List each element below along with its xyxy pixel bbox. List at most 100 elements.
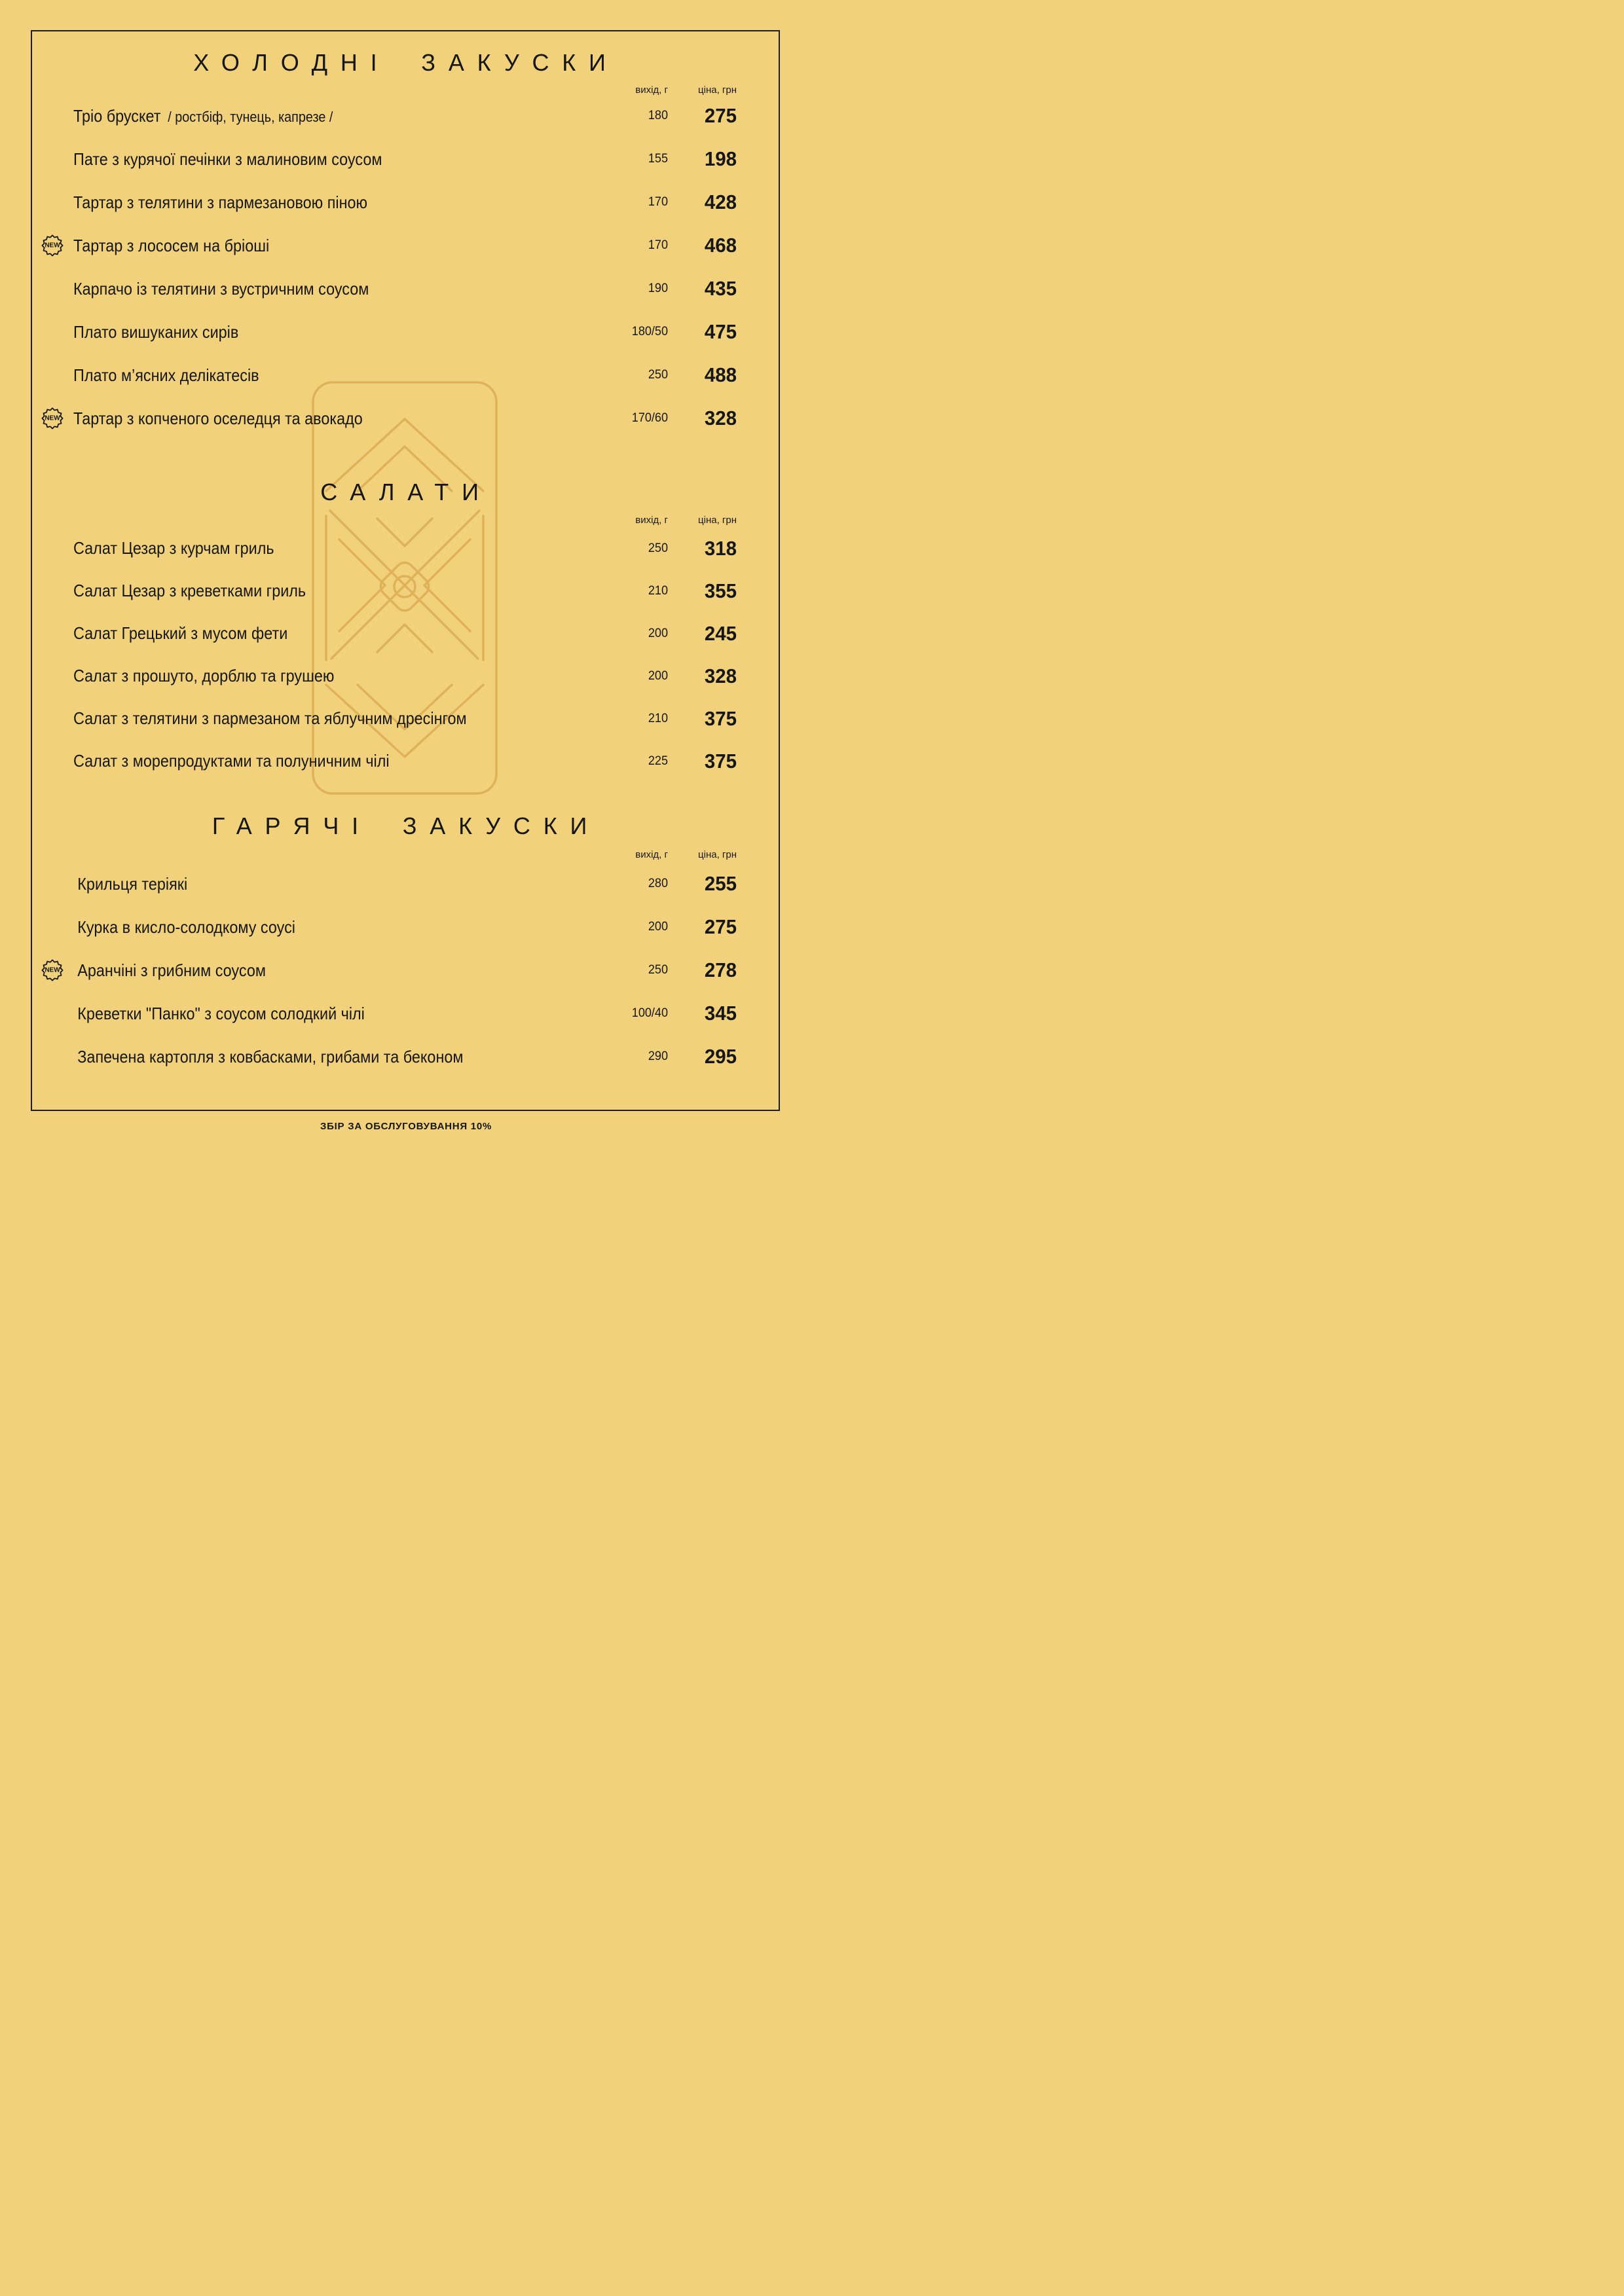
item-name-wrap: Запечена картопля з ковбасками, грибами … bbox=[73, 1048, 549, 1066]
column-header-price: ціна, грн bbox=[698, 515, 737, 526]
item-price: 375 bbox=[704, 749, 737, 773]
ornament-watermark bbox=[312, 381, 498, 795]
item-price: 475 bbox=[704, 320, 737, 343]
menu-item-row: Тартар з телятини з пармезановою піною 1… bbox=[73, 181, 737, 224]
item-weight: 210 bbox=[648, 583, 668, 598]
svg-text:NEW: NEW bbox=[45, 967, 60, 974]
item-name: Карпачо із телятини з вустричним соусом bbox=[73, 278, 369, 299]
item-name: Креветки "Панко" з соусом солодкий чілі bbox=[77, 1003, 365, 1023]
column-header-weight: вихід, г bbox=[635, 515, 668, 526]
new-badge: NEW bbox=[41, 407, 64, 429]
item-price: 278 bbox=[704, 958, 737, 981]
item-price: 318 bbox=[704, 536, 737, 560]
item-weight: 200 bbox=[648, 920, 668, 934]
item-name-wrap: Тартар з лососем на бріоші bbox=[73, 236, 549, 255]
item-price: 328 bbox=[704, 407, 737, 429]
item-note: / ростбіф, тунець, капрезе / bbox=[168, 108, 333, 125]
item-name-wrap: Курка в кисло-солодкому соусі bbox=[73, 918, 549, 937]
item-price: 328 bbox=[704, 664, 737, 687]
item-price: 488 bbox=[704, 363, 737, 386]
item-name: Тартар з телятини з пармезановою піною bbox=[73, 192, 368, 212]
item-name-wrap: Крильця теріякі bbox=[73, 875, 549, 894]
menu-item-row: Пате з курячої печінки з малиновим соусо… bbox=[73, 137, 737, 181]
item-name: Плато м’ясних делікатесів bbox=[73, 365, 259, 385]
item-weight: 100/40 bbox=[631, 1006, 668, 1020]
item-price: 295 bbox=[704, 1045, 737, 1068]
column-header-price: ціна, грн bbox=[698, 84, 737, 96]
column-header-weight: вихід, г bbox=[635, 84, 668, 96]
item-weight: 280 bbox=[648, 877, 668, 890]
column-header-weight: вихід, г bbox=[635, 849, 668, 860]
item-price: 345 bbox=[704, 1002, 737, 1025]
item-name: Салат Цезар з курчам гриль bbox=[73, 538, 274, 558]
item-price: 375 bbox=[704, 706, 737, 730]
item-name: Пате з курячої печінки з малиновим соусо… bbox=[73, 149, 382, 169]
item-weight: 250 bbox=[648, 541, 668, 555]
new-seal-icon: NEW bbox=[41, 234, 64, 257]
item-weight: 210 bbox=[648, 711, 668, 725]
item-weight: 190 bbox=[648, 282, 668, 295]
item-weight: 250 bbox=[648, 368, 668, 382]
item-weight: 200 bbox=[648, 668, 668, 683]
service-charge-note: ЗБІР ЗА ОБСЛУГОВУВАННЯ 10% bbox=[320, 1121, 492, 1132]
item-price: 428 bbox=[704, 191, 737, 213]
item-weight: 250 bbox=[648, 963, 668, 977]
menu-page: ХОЛОДНІ ЗАКУСКИ вихід, г ціна, грн Тріо … bbox=[0, 0, 812, 1148]
item-price: 355 bbox=[704, 579, 737, 602]
item-price: 435 bbox=[704, 277, 737, 300]
item-name: Салат Цезар з креветками гриль bbox=[73, 581, 306, 601]
item-name-wrap: Тартар з телятини з пармезановою піною bbox=[73, 193, 549, 212]
item-name-wrap: Креветки "Панко" з соусом солодкий чілі bbox=[73, 1004, 549, 1023]
item-name-wrap: Плато вишуканих сирів bbox=[73, 323, 549, 342]
column-headers: вихід, г ціна, грн bbox=[73, 848, 737, 862]
item-weight: 155 bbox=[648, 152, 668, 166]
item-price: 198 bbox=[704, 147, 737, 170]
item-name: Тартар з лососем на бріоші bbox=[73, 235, 270, 255]
item-name: Салат з прошуто, дорблю та грушею bbox=[73, 666, 335, 686]
menu-item-row: Тріо брускет / ростбіф, тунець, капрезе … bbox=[73, 94, 737, 137]
new-seal-icon: NEW bbox=[41, 407, 64, 429]
menu-item-row: Запечена картопля з ковбасками, грибами … bbox=[73, 1035, 737, 1078]
item-price: 468 bbox=[704, 234, 737, 257]
item-name-wrap: Пате з курячої печінки з малиновим соусо… bbox=[73, 150, 549, 169]
new-badge: NEW bbox=[41, 959, 64, 981]
menu-item-row: NEW Тартар з лососем на бріоші 170 468 bbox=[41, 224, 737, 267]
new-seal-icon: NEW bbox=[41, 959, 64, 981]
item-name-wrap: Карпачо із телятини з вустричним соусом bbox=[73, 280, 549, 299]
item-weight: 290 bbox=[648, 1049, 668, 1063]
column-headers: вихід, г ціна, грн bbox=[73, 84, 737, 97]
item-price: 275 bbox=[704, 104, 737, 127]
item-name: Тріо брускет bbox=[73, 105, 161, 126]
svg-text:NEW: NEW bbox=[45, 415, 60, 422]
menu-item-row: Крильця теріякі 280 255 bbox=[73, 862, 737, 905]
item-price: 255 bbox=[704, 872, 737, 895]
item-name: Плато вишуканих сирів bbox=[73, 321, 239, 342]
item-name: Запечена картопля з ковбасками, грибами … bbox=[77, 1046, 464, 1066]
item-list: Крильця теріякі 280 255 Курка в кисло-со… bbox=[41, 862, 737, 1078]
menu-item-row: Креветки "Панко" з соусом солодкий чілі … bbox=[73, 992, 737, 1035]
item-name-wrap: Тріо брускет / ростбіф, тунець, капрезе … bbox=[73, 107, 549, 126]
new-badge: NEW bbox=[41, 234, 64, 257]
item-name: Курка в кисло-солодкому соусі bbox=[77, 917, 295, 937]
item-name-wrap: Аранчіні з грибним соусом bbox=[73, 961, 549, 980]
menu-item-row: NEW Аранчіні з грибним соусом 250 278 bbox=[41, 949, 737, 992]
item-name: Салат Грецький з мусом фети bbox=[73, 623, 288, 644]
item-weight: 200 bbox=[648, 626, 668, 640]
menu-item-row: Курка в кисло-солодкому соусі 200 275 bbox=[73, 905, 737, 949]
item-weight: 170/60 bbox=[631, 411, 668, 425]
menu-item-row: Карпачо із телятини з вустричним соусом … bbox=[73, 267, 737, 310]
column-header-price: ціна, грн bbox=[698, 849, 737, 860]
item-weight: 180 bbox=[648, 109, 668, 122]
section-title: ХОЛОДНІ ЗАКУСКИ bbox=[193, 49, 619, 76]
section-title: ГАРЯЧІ ЗАКУСКИ bbox=[212, 812, 600, 839]
svg-text:NEW: NEW bbox=[45, 242, 60, 249]
menu-item-row: Плато вишуканих сирів 180/50 475 bbox=[73, 310, 737, 354]
item-weight: 170 bbox=[648, 238, 668, 252]
item-price: 245 bbox=[704, 621, 737, 645]
item-price: 275 bbox=[704, 915, 737, 938]
item-name: Аранчіні з грибним соусом bbox=[77, 960, 266, 980]
item-weight: 225 bbox=[648, 754, 668, 768]
item-weight: 180/50 bbox=[631, 325, 668, 338]
item-weight: 170 bbox=[648, 195, 668, 209]
item-name: Крильця теріякі bbox=[77, 873, 188, 894]
